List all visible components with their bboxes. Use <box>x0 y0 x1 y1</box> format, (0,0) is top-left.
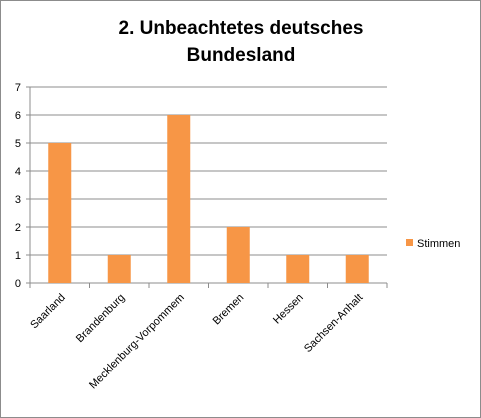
chart-title-line-1: 2. Unbeachtetes deutsches <box>118 18 364 39</box>
legend-label: Stimmen <box>417 238 460 250</box>
y-tick-label: 6 <box>15 110 21 122</box>
x-tick-label: Hessen <box>271 292 306 327</box>
bar-saarland <box>48 143 72 283</box>
bar-sachsen-anhalt <box>345 255 369 283</box>
chart-title: 2. Unbeachtetes deutsches Bundesland <box>61 15 421 69</box>
bar-hessen <box>286 255 310 283</box>
y-tick-label: 7 <box>15 82 21 94</box>
y-tick-label: 5 <box>15 138 21 150</box>
y-tick-label: 3 <box>15 194 21 206</box>
y-tick-labels: 0 1 2 3 4 5 6 7 <box>15 82 21 290</box>
y-tick-label: 1 <box>15 250 21 262</box>
legend: Stimmen <box>406 238 460 250</box>
axes <box>26 86 388 288</box>
bar-mecklenburg-vorpommem <box>167 115 191 283</box>
y-tick-label: 2 <box>15 222 21 234</box>
chart-title-line-2: Bundesland <box>186 45 296 66</box>
bar-brandenburg <box>107 255 131 283</box>
y-tick-label: 4 <box>15 166 21 178</box>
x-tick-label: Saarland <box>28 292 68 332</box>
x-tick-label: Mecklenburg-Vorpommem <box>87 292 187 392</box>
x-tick-labels: Saarland BrandenburgMecklenburg-Vorpommem… <box>28 292 365 392</box>
bars <box>48 115 369 283</box>
x-tick-label: Bremen <box>211 292 247 328</box>
x-tick-label: Brandenburg <box>74 292 127 345</box>
legend-swatch <box>406 239 413 246</box>
bar-bremen <box>226 227 250 283</box>
x-tick-label: Sachsen-Anhalt <box>302 292 365 355</box>
gridlines <box>30 86 387 256</box>
y-tick-label: 0 <box>15 278 21 290</box>
